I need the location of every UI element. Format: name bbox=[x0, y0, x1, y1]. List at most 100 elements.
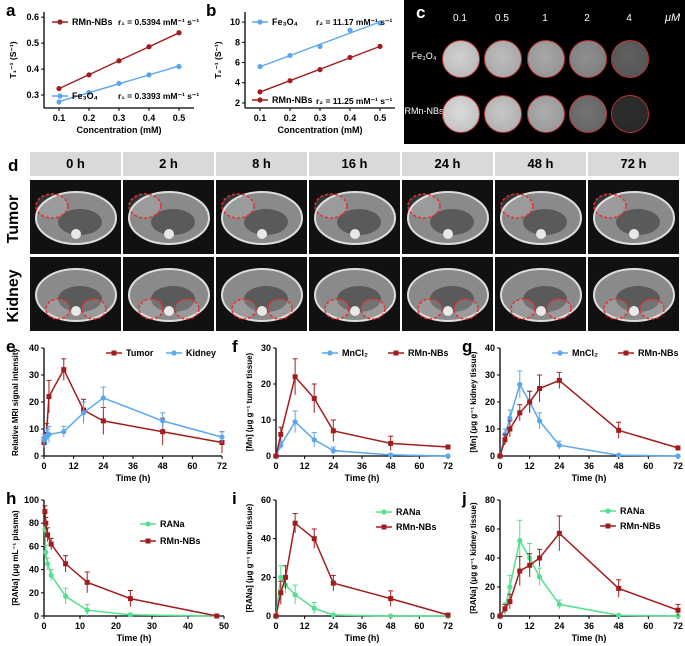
data-point bbox=[445, 612, 451, 618]
y-tick-label: 20 bbox=[29, 397, 39, 407]
mri-image bbox=[123, 180, 214, 254]
data-point bbox=[556, 442, 562, 448]
panel_h-chart: h 0 10 20 30 40 50 0 20 40 60 80 100 Time (h) [RANa] (… bbox=[6, 489, 229, 643]
x-tick-label: 72 bbox=[673, 621, 683, 631]
data-point bbox=[48, 541, 54, 547]
kidney-roi-left bbox=[138, 298, 164, 320]
y-tick-label: 20 bbox=[485, 397, 495, 407]
tumor-roi bbox=[500, 193, 534, 219]
data-point bbox=[100, 418, 106, 424]
y-tick-label: 80 bbox=[29, 518, 39, 528]
data-point bbox=[257, 63, 263, 70]
panel_b-chart: b 0.1 0.2 0.3 0.4 0.5 2 4 6 8 10 Concentration (mM)… bbox=[206, 1, 395, 135]
series-line bbox=[275, 375, 449, 457]
series-line bbox=[275, 420, 449, 457]
phantom-well bbox=[611, 40, 649, 78]
mri-image bbox=[309, 180, 400, 254]
x-tick-label: 0.3 bbox=[113, 113, 126, 123]
spine-region bbox=[629, 306, 639, 316]
mri-scan bbox=[407, 268, 489, 322]
data-point bbox=[45, 561, 51, 567]
spine-region bbox=[350, 306, 360, 316]
mri-image bbox=[123, 257, 214, 331]
mri-image bbox=[402, 257, 493, 331]
data-point bbox=[146, 44, 152, 50]
data-point bbox=[445, 444, 451, 450]
data-point bbox=[160, 429, 166, 435]
series-rmn-nbs bbox=[56, 30, 182, 92]
spine-region bbox=[536, 229, 546, 239]
y-tick-label: 20 bbox=[29, 588, 39, 598]
legend-marker bbox=[605, 508, 611, 514]
data-point bbox=[56, 85, 62, 92]
kidney-roi-right bbox=[639, 298, 665, 320]
y-tick-label: 0 bbox=[490, 451, 495, 461]
data-point bbox=[536, 418, 543, 424]
data-point bbox=[317, 43, 323, 49]
data-point bbox=[317, 67, 323, 73]
y-tick-label: 2 bbox=[235, 98, 240, 108]
panel_g-chart: g 0 12 24 36 48 60 72 0 10 20 30 40 Time (h) [Mn] (μg … bbox=[462, 337, 683, 483]
kidney-roi-left bbox=[417, 298, 443, 320]
series-line bbox=[43, 397, 223, 441]
y-axis-label: T₁⁻¹ (S⁻¹) bbox=[8, 41, 18, 78]
x-tick-label: 60 bbox=[643, 621, 653, 631]
data-point bbox=[287, 78, 293, 84]
data-point bbox=[127, 612, 133, 618]
legend-label: RMn-NBs bbox=[620, 521, 661, 531]
data-point bbox=[507, 426, 513, 432]
kidney-roi-right bbox=[546, 298, 572, 320]
legend-marker bbox=[381, 524, 387, 530]
spine-region bbox=[257, 229, 267, 239]
timepoint-header: 16 h bbox=[309, 152, 400, 176]
legend-label: MnCl₂ bbox=[572, 348, 598, 358]
legend-marker bbox=[381, 509, 387, 515]
legend-entry: RMn-NBs bbox=[140, 536, 201, 546]
panel_f-chart: f 0 12 24 36 48 60 72 0 10 20 30 Time (h) [Mn] (μg g⁻… bbox=[232, 337, 453, 483]
data-point bbox=[42, 509, 48, 515]
x-tick-label: 60 bbox=[187, 461, 197, 471]
x-tick-label: 72 bbox=[673, 461, 683, 471]
data-point bbox=[311, 536, 317, 542]
data-point bbox=[616, 452, 622, 458]
y-axis-label: T₂⁻¹ (S⁻¹) bbox=[213, 41, 223, 78]
y-tick-label: 20 bbox=[261, 379, 271, 389]
data-point bbox=[257, 89, 263, 95]
y-tick-label: 30 bbox=[29, 370, 39, 380]
mri-image bbox=[588, 180, 679, 254]
data-point bbox=[507, 584, 513, 590]
series-line bbox=[499, 538, 679, 617]
y-tick-label: 60 bbox=[485, 524, 495, 534]
data-point bbox=[43, 520, 49, 526]
y-tick-label: 0 bbox=[490, 611, 495, 621]
data-point bbox=[517, 538, 523, 544]
kidney-roi-right bbox=[360, 298, 386, 320]
data-point bbox=[84, 579, 90, 585]
series-rmn-nbs bbox=[42, 505, 220, 619]
phantom-well bbox=[569, 95, 607, 133]
data-point bbox=[63, 593, 69, 599]
y-tick-label: 0 bbox=[34, 611, 39, 621]
data-point bbox=[56, 99, 62, 105]
legend-label: RMn-NBs bbox=[396, 522, 437, 532]
data-point bbox=[160, 418, 166, 424]
legend-label: MnCl₂ bbox=[342, 348, 368, 358]
legend-entry: MnCl₂ bbox=[322, 348, 368, 358]
organ-region bbox=[616, 209, 660, 235]
data-point bbox=[61, 429, 67, 435]
series-tumor bbox=[41, 358, 225, 454]
timepoint-header: 72 h bbox=[588, 152, 679, 176]
x-tick-label: 0 bbox=[497, 461, 502, 471]
x-tick-label: 48 bbox=[614, 621, 624, 631]
y-tick-label: 20 bbox=[485, 582, 495, 592]
data-point bbox=[616, 585, 622, 591]
data-point bbox=[330, 580, 336, 586]
x-tick-label: 36 bbox=[584, 621, 594, 631]
y-tick-label: 40 bbox=[29, 565, 39, 575]
panel-c-phantom-images: c 0.1 0.5 1 2 4 μM Fe₃O₄ RMn-NBs bbox=[404, 0, 685, 144]
data-point bbox=[292, 374, 298, 380]
mri-scan bbox=[128, 191, 210, 245]
data-point bbox=[86, 72, 92, 78]
y-tick-label: 10 bbox=[485, 424, 495, 434]
spine-region bbox=[164, 229, 174, 239]
